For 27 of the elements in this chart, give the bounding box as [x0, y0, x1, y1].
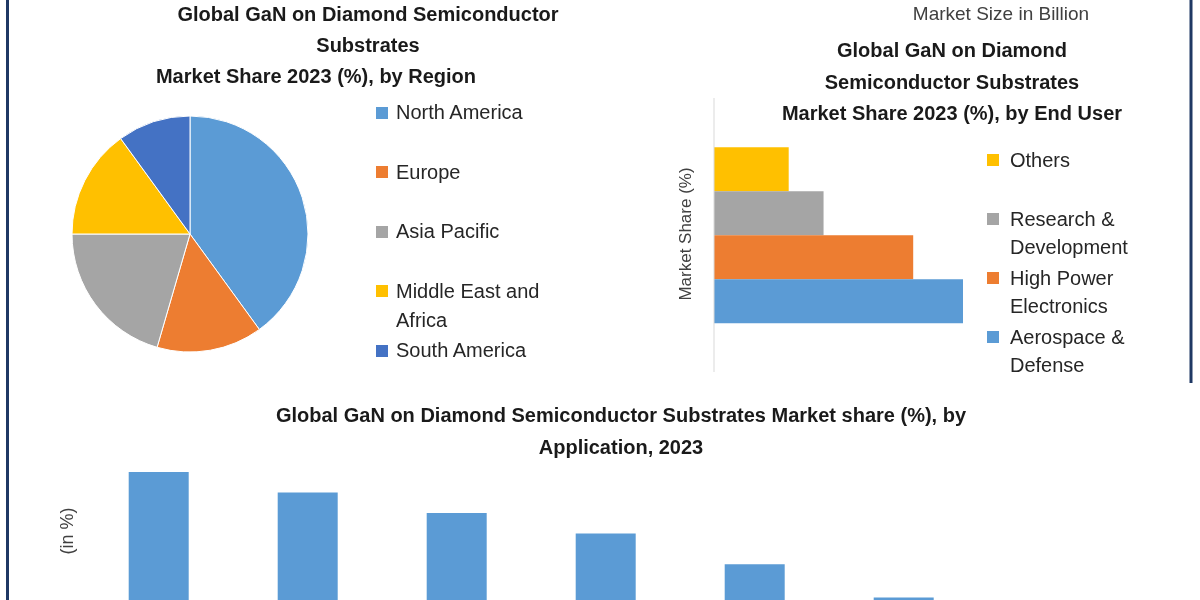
bar	[714, 191, 824, 236]
legend-label: North America	[396, 101, 523, 123]
legend-label: High Power Electronics	[1010, 267, 1114, 317]
legend-label: South America	[396, 339, 527, 361]
legend-label: Research & Development	[1010, 208, 1128, 258]
bar	[714, 147, 789, 192]
bar	[873, 597, 934, 600]
text: Market Size in Billion	[912, 3, 1090, 24]
chart-title: Global GaN on Diamond Semiconductor Substrates	[824, 39, 1080, 93]
legend-label: Middle East and Africa	[396, 279, 540, 331]
y-axis-title: Market Share (%)	[676, 167, 695, 301]
bar	[714, 279, 963, 324]
y-axis-title: (in %)	[56, 507, 77, 555]
bar	[714, 235, 914, 280]
bar	[128, 472, 189, 600]
chart-subtitle: Market Share 2023 (%), by Region	[155, 65, 477, 87]
bar	[426, 512, 487, 600]
chart-title: Global GaN on Diamond Semiconductor Substrates	[177, 3, 559, 56]
bar	[724, 564, 785, 600]
chart-subtitle: Market Share 2023 (%), by End User	[781, 102, 1123, 124]
chart-title: Global GaN on Diamond Semiconductor Substrates Market share (%), by Application, 2023	[275, 404, 967, 458]
legend-label: Others	[1010, 149, 1071, 171]
legend-label: Europe	[396, 160, 461, 183]
bar	[277, 492, 338, 600]
bar	[575, 533, 636, 600]
legend-label: Asia Pacific	[396, 220, 500, 242]
legend-label: Aerospace & Defense	[1010, 326, 1125, 376]
